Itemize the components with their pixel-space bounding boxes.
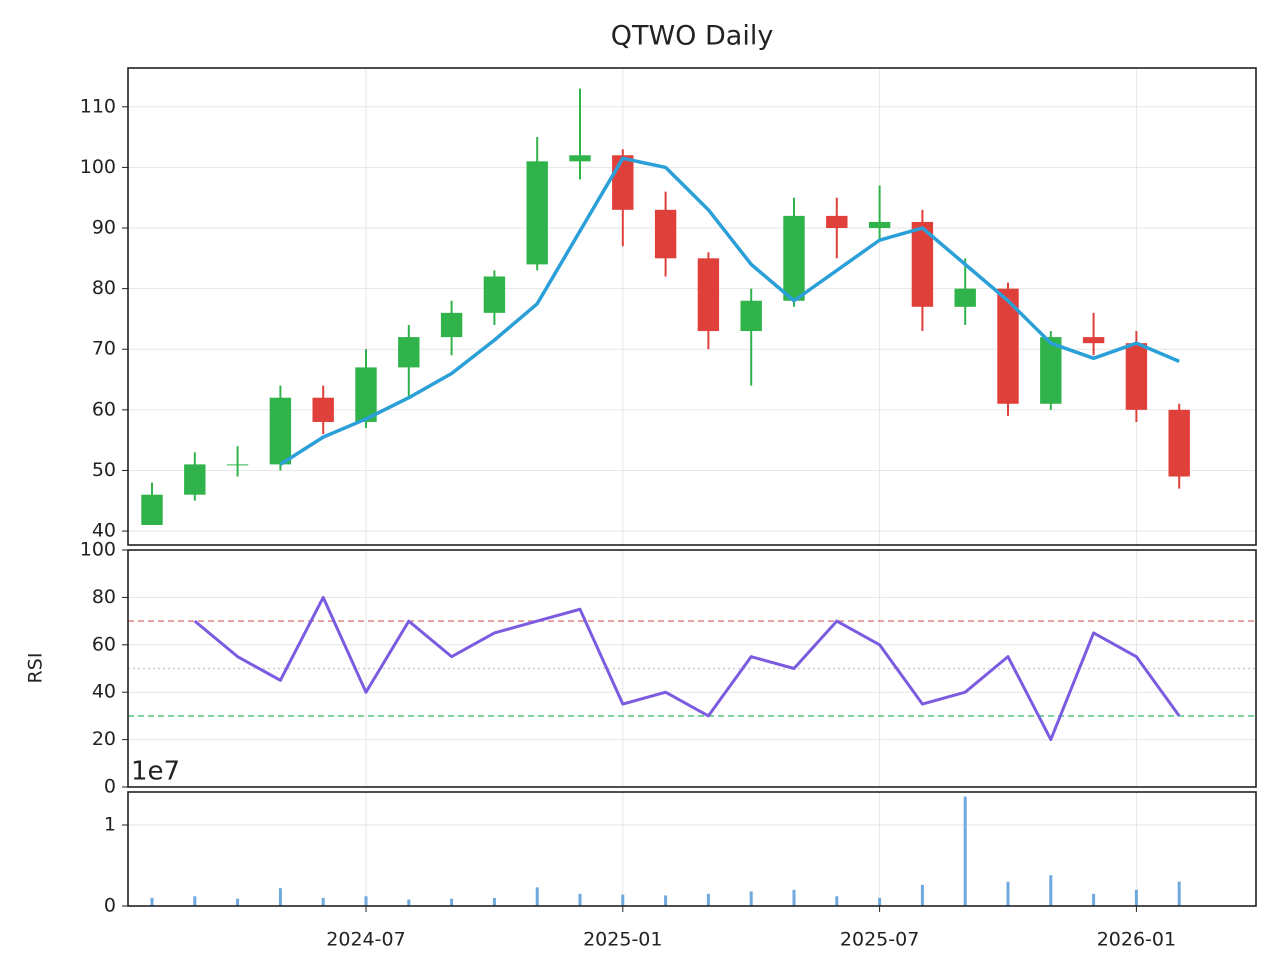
candle-body (868, 221, 891, 229)
candle-body (997, 288, 1019, 404)
x-tick-label: 2025-01 (583, 929, 662, 951)
bar (1049, 875, 1053, 906)
candle-body (1082, 337, 1105, 344)
candle-body (911, 221, 934, 307)
y-tick-label: 110 (80, 95, 116, 117)
y-tick-label: 80 (92, 277, 116, 299)
bar (1177, 881, 1181, 906)
bar (664, 895, 668, 906)
candle-body (826, 215, 848, 229)
bar (278, 888, 282, 906)
candle-body (184, 464, 206, 495)
line-series (279, 156, 1180, 466)
bar (621, 894, 625, 906)
candle-body (483, 276, 506, 313)
y-tick-label: 100 (80, 539, 116, 561)
bar (407, 899, 411, 906)
candle-body (226, 464, 249, 466)
chart-title: QTWO Daily (611, 21, 774, 52)
candle-body (783, 215, 805, 301)
bar (535, 887, 539, 906)
y-axis-label: RSI (25, 653, 47, 684)
bar (492, 897, 496, 906)
candle-body (697, 258, 720, 332)
candle-body (1168, 409, 1190, 477)
bar (236, 898, 240, 906)
panel-frame (127, 67, 1257, 546)
candle-body (141, 494, 163, 525)
y-tick-label: 0 (104, 776, 116, 798)
y-tick-label: 60 (92, 633, 116, 655)
candle-body (526, 161, 548, 265)
bar (1006, 881, 1010, 906)
y-tick-label: 20 (92, 728, 116, 750)
bar (450, 898, 454, 906)
y-tick-label: 100 (80, 156, 116, 178)
candle-body (355, 367, 377, 422)
y-tick-label: 50 (92, 459, 116, 481)
line-series (193, 595, 1181, 742)
panel-frame (127, 549, 1257, 788)
bar (321, 897, 325, 906)
candle-body (440, 312, 463, 338)
candle-body (740, 300, 762, 332)
y-tick-label: 40 (92, 681, 116, 703)
x-tick-label: 2025-07 (840, 929, 919, 951)
y-tick-label: 70 (92, 338, 116, 360)
offset-label: 1e7 (131, 757, 180, 787)
candle-body (1040, 337, 1062, 404)
candle-body (569, 155, 591, 162)
candle-body (269, 397, 292, 465)
bar (792, 889, 796, 906)
candle-body (612, 155, 634, 210)
bar (578, 893, 582, 906)
candle-body (312, 397, 334, 422)
x-tick-label: 2024-07 (326, 929, 405, 951)
bar (706, 893, 710, 906)
candle-body (1125, 343, 1148, 410)
bar (1134, 889, 1138, 906)
candle-body (654, 209, 677, 259)
bar (1092, 893, 1096, 906)
bar (749, 891, 753, 906)
y-tick-label: 80 (92, 586, 116, 608)
y-tick-label: 60 (92, 398, 116, 420)
candle-body (398, 337, 420, 368)
candle-body (954, 288, 976, 307)
bar (364, 896, 368, 906)
y-tick-label: 1 (104, 813, 116, 835)
panel-frame (127, 791, 1257, 907)
bar (963, 796, 967, 906)
x-tick-label: 2026-01 (1097, 929, 1176, 951)
bar (193, 896, 197, 906)
y-tick-label: 0 (104, 895, 116, 917)
y-tick-label: 90 (92, 217, 116, 239)
bar (878, 897, 882, 906)
y-tick-label: 40 (92, 520, 116, 542)
bar (920, 884, 924, 906)
bar (150, 897, 154, 906)
bar (835, 896, 839, 906)
